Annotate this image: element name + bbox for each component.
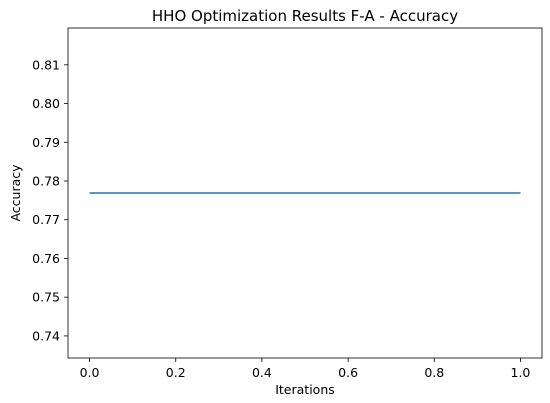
y-axis-title: Accuracy	[8, 164, 23, 222]
x-tick-label: 1.0	[511, 365, 531, 380]
chart-title: HHO Optimization Results F-A - Accuracy	[152, 7, 458, 25]
x-tick-label: 0.8	[424, 365, 444, 380]
plot-frame	[67, 27, 543, 359]
x-tick-label: 0.0	[80, 365, 100, 380]
y-tick-label: 0.76	[32, 251, 60, 266]
x-tick-label: 0.4	[252, 365, 272, 380]
y-tick-label: 0.74	[32, 328, 60, 343]
y-tick-label: 0.77	[32, 212, 60, 227]
x-axis: 0.0 0.2 0.4 0.6 0.8 1.0	[80, 358, 531, 380]
y-tick-label: 0.78	[32, 173, 60, 188]
y-axis: 0.74 0.75 0.76 0.77 0.78 0.79 0.80 0.81	[32, 57, 68, 343]
x-axis-title: Iterations	[275, 382, 335, 397]
y-tick-label: 0.81	[32, 57, 60, 72]
plot-area	[67, 27, 543, 359]
x-tick-label: 0.2	[166, 365, 186, 380]
y-tick-label: 0.80	[32, 96, 60, 111]
y-tick-label: 0.75	[32, 290, 60, 305]
y-tick-label: 0.79	[32, 135, 60, 150]
x-tick-label: 0.6	[338, 365, 358, 380]
